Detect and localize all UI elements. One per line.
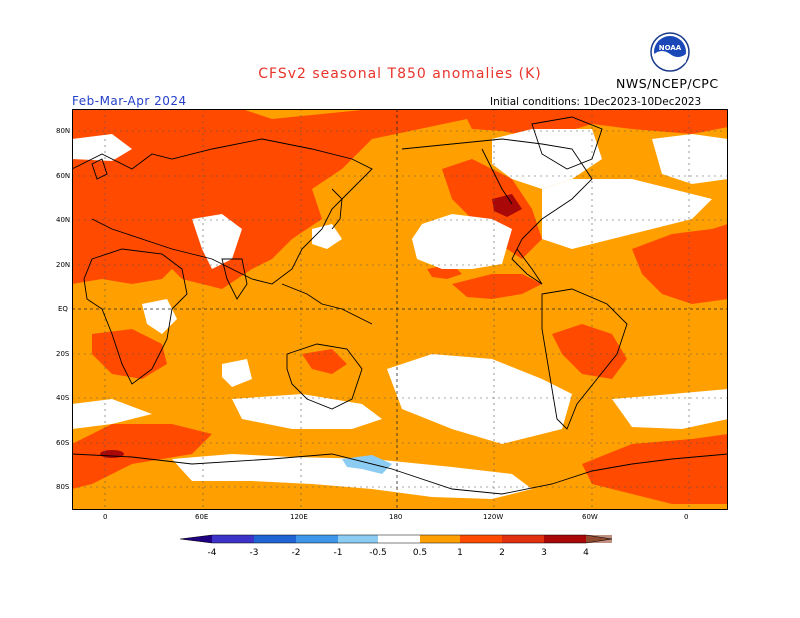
lat-label-80s: 80S — [56, 483, 70, 491]
initial-conditions-label: Initial conditions: 1Dec2023-10Dec2023 — [490, 96, 702, 108]
lat-label-80n: 80N — [56, 127, 71, 135]
lat-label-20n: 20N — [56, 261, 71, 269]
colorbar-swatch — [254, 535, 296, 543]
lat-label-eq: EQ — [58, 305, 68, 313]
lat-label-40n: 40N — [56, 216, 71, 224]
organization-label: NWS/NCEP/CPC — [616, 76, 719, 91]
colorbar-label: -4 — [208, 548, 217, 558]
colorbar-outline — [179, 534, 613, 544]
colorbar-label: -3 — [250, 548, 259, 558]
lon-label-180: 180 — [389, 513, 403, 521]
colorbar-label: 3 — [541, 548, 547, 558]
season-label: Feb-Mar-Apr 2024 — [72, 94, 187, 108]
colorbar-label: 1 — [457, 548, 463, 558]
colorbar-swatches — [179, 534, 613, 544]
lon-label-0: 0 — [103, 513, 108, 521]
colorbar-labels: -4 -3 -2 -1 -0.5 0.5 1 2 3 4 — [208, 548, 590, 558]
graticule — [72, 109, 728, 510]
equator-dateline — [72, 109, 728, 510]
colorbar-swatch — [296, 535, 338, 543]
colorbar-arrow-low — [180, 535, 212, 543]
colorbar-swatch — [338, 535, 378, 543]
colorbar-swatch — [420, 535, 460, 543]
neutral-regions — [72, 129, 728, 499]
svg-text:NOAA: NOAA — [659, 44, 682, 52]
colorbar-label: 2 — [499, 548, 505, 558]
lon-label-120e: 120E — [290, 513, 308, 521]
lat-label-60n: 60N — [56, 172, 71, 180]
lon-label-0-east: 0 — [684, 513, 689, 521]
lat-label-40s: 40S — [56, 394, 70, 402]
lon-label-60e: 60E — [195, 513, 209, 521]
chart-title: CFSv2 seasonal T850 anomalies (K) — [258, 66, 542, 82]
colorbar-swatch — [212, 535, 254, 543]
coastlines — [72, 116, 728, 495]
lon-label-60w: 60W — [582, 513, 598, 521]
colorbar-swatch — [544, 535, 586, 543]
lat-label-20s: 20S — [56, 350, 70, 358]
colorbar-swatch — [460, 535, 502, 543]
anomaly-map — [72, 109, 728, 510]
colorbar-swatch — [378, 535, 420, 543]
noaa-logo-icon: NOAA — [650, 32, 690, 72]
colorbar: -4 -3 -2 -1 -0.5 0.5 1 2 3 4 — [179, 534, 613, 558]
colorbar-arrow-high — [586, 535, 612, 543]
colorbar-label: -1 — [334, 548, 343, 558]
colorbar-swatch — [502, 535, 544, 543]
colorbar-label: -2 — [292, 548, 301, 558]
colorbar-label: 0.5 — [413, 548, 427, 558]
colorbar-label: -0.5 — [369, 548, 387, 558]
lon-label-120w: 120W — [483, 513, 504, 521]
colorbar-label: 4 — [583, 548, 589, 558]
lat-label-60s: 60S — [56, 439, 70, 447]
